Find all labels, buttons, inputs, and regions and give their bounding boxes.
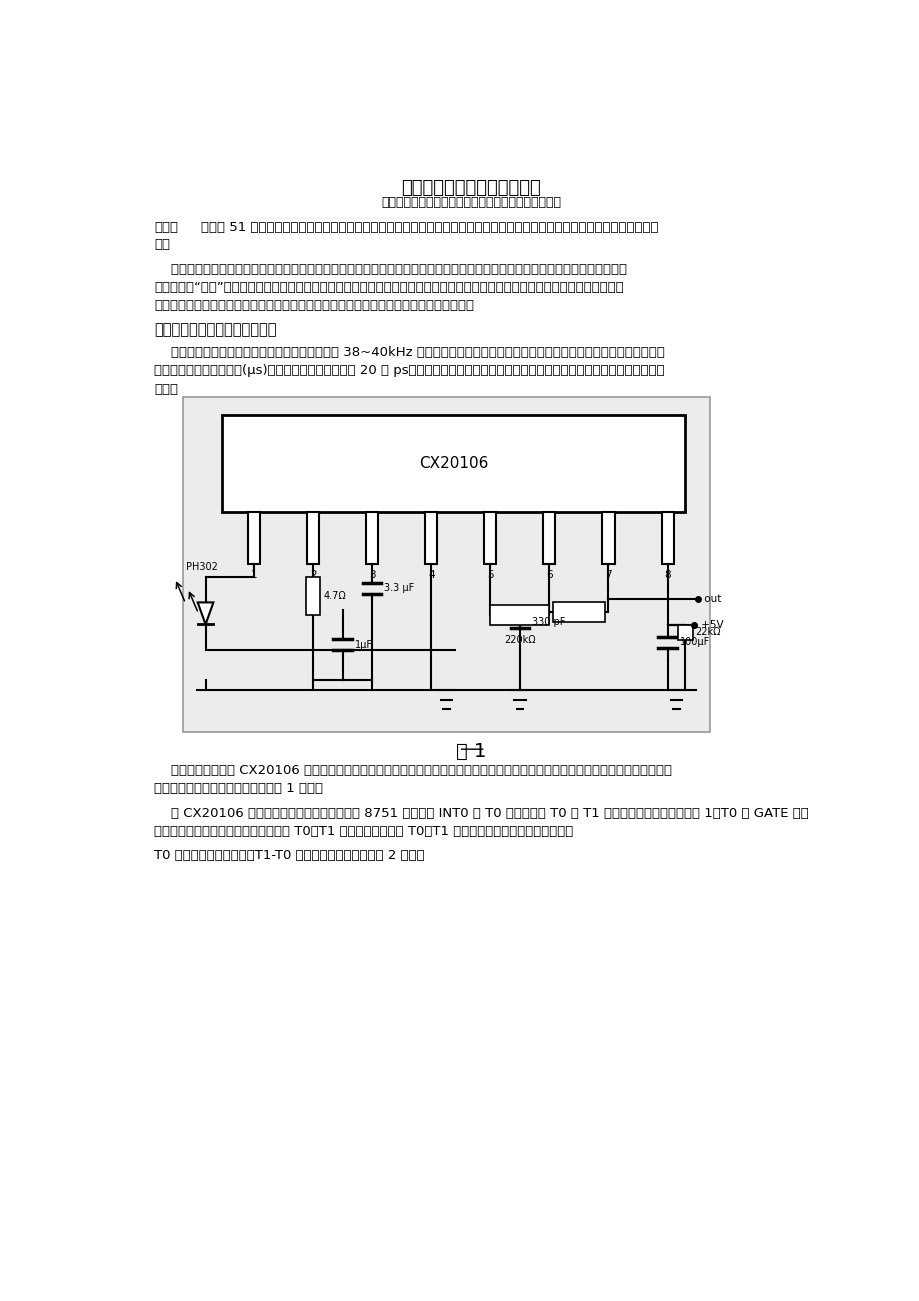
Text: 将 CX20106 解调出的遥控编码脉冲直接连入 8751 单片机的 INT0 和 T0 脚，定时器 T0 和 T1 都初始化为定时器工作方式 1，T0 的 G: 将 CX20106 解调出的遥控编码脉冲直接连入 8751 单片机的 INT0 …	[154, 807, 808, 820]
Polygon shape	[198, 602, 213, 624]
Text: 红外遥控接收芯片 CX20106 可以完成对遥控信号的前置放大、限幅放大、带通滤波、峰値检波和波形整形，只需加上简单的外围电路: 红外遥控接收芯片 CX20106 可以完成对遥控信号的前置放大、限幅放大、带通滤…	[154, 764, 672, 777]
Bar	[306, 576, 320, 615]
Text: +5V: +5V	[697, 621, 722, 630]
Text: 即可完成对已调波的解调，原理如图 1 所示。: 即可完成对已调波的解调，原理如图 1 所示。	[154, 782, 323, 795]
Text: out: out	[700, 593, 720, 604]
Text: 6: 6	[546, 570, 552, 580]
Bar	[366, 511, 378, 563]
Text: 1: 1	[251, 570, 257, 580]
Text: 摘要：: 摘要：	[154, 221, 178, 234]
Bar	[483, 511, 496, 563]
Text: T0 的値即为高电平脉宽，T1-T0 的値为低电平脉宽，如图 2 所示。: T0 的値即为高电平脉宽，T1-T0 的値为低电平脉宽，如图 2 所示。	[154, 850, 425, 863]
Text: 4.7Ω: 4.7Ω	[323, 591, 346, 601]
Text: 100μF: 100μF	[679, 637, 709, 648]
Text: CX20106: CX20106	[418, 455, 488, 471]
Text: 4: 4	[427, 570, 434, 580]
Text: 介绍用 51 系列单片机采集家用电器红外遥控器信号，并将其转发原理。文中给出红外接收芯片的外围电路和测量接收波形的程: 介绍用 51 系列单片机采集家用电器红外遥控器信号，并将其转发原理。文中给出红外…	[201, 221, 658, 234]
Bar	[248, 511, 260, 563]
Text: 5: 5	[486, 570, 494, 580]
Text: 8: 8	[664, 570, 670, 580]
Text: 1μF: 1μF	[355, 640, 372, 650]
Bar	[221, 415, 685, 511]
Text: 2: 2	[310, 570, 316, 580]
Bar	[661, 511, 673, 563]
Text: 图 1: 图 1	[456, 742, 486, 761]
Text: 3: 3	[369, 570, 375, 580]
Text: 3.3 μF: 3.3 μF	[384, 583, 414, 593]
Text: 7: 7	[605, 570, 611, 580]
Text: 220kΩ: 220kΩ	[504, 635, 535, 645]
Text: 不是真正的“万能”，而且不能对新上市的产品进行控制。本文介绍一种用单片机对红外遥控器信号接收和转发的方法，由于只关心发: 不是真正的“万能”，而且不能对新上市的产品进行控制。本文介绍一种用单片机对红外遥…	[154, 281, 623, 294]
Text: 射信号波形中的高低电平的宽度，不管其如何编码，因此可以用来实现自学习万能遥控器。: 射信号波形中的高低电平的宽度，不管其如何编码，因此可以用来实现自学习万能遥控器。	[154, 299, 473, 312]
Text: 单片机的指令周期是微秒(μs)级，而已调波的脉宽只有 20 多 ps，会产生很大的误差。因此先要对已调波进行解调，对解调后的波形进行: 单片机的指令周期是微秒(μs)级，而已调波的脉宽只有 20 多 ps，会产生很大…	[154, 364, 664, 377]
Text: 22kΩ: 22kΩ	[695, 627, 720, 637]
Bar	[677, 624, 692, 640]
Bar	[602, 511, 614, 563]
Bar	[490, 605, 549, 624]
Bar	[552, 602, 605, 622]
Text: 位。每次外部中断首先停止定时，记录 T0、T1 的计数値，然后将 T0、T1 的计数値清零，并重新启动定时。: 位。每次外部中断首先停止定时，记录 T0、T1 的计数値，然后将 T0、T1 的…	[154, 825, 573, 838]
Text: 作者：方宏陈星耀文章来源：单片机及嵌入式系统应用: 作者：方宏陈星耀文章来源：单片机及嵌入式系统应用	[381, 196, 561, 209]
Text: 一、红外信号的接收和波形测量: 一、红外信号的接收和波形测量	[154, 323, 277, 337]
Bar	[425, 511, 437, 563]
Bar	[543, 511, 555, 563]
FancyBboxPatch shape	[183, 397, 709, 732]
Text: 序。: 序。	[154, 238, 170, 251]
Text: 测量。: 测量。	[154, 382, 178, 396]
Text: 红外遥控器信号的接收和转发: 红外遥控器信号的接收和转发	[402, 180, 540, 198]
Text: PH302: PH302	[186, 562, 218, 572]
Text: 红外遥控在家电产品中有广泛应用，但各产生的遥控器不能相互兼容。目前市场上常见的万能遥控器只能对某几种产品进行控制，: 红外遥控在家电产品中有广泛应用，但各产生的遥控器不能相互兼容。目前市场上常见的万…	[154, 263, 627, 276]
Text: 330 pF: 330 pF	[531, 618, 565, 627]
Text: 所有红外遥控器的输出都是用编码后串行数据对 38~40kHz 的方波进行脉冲幅度调制而产生的。如果直接对已调波进行测量，由于: 所有红外遥控器的输出都是用编码后串行数据对 38~40kHz 的方波进行脉冲幅度…	[154, 346, 664, 359]
Bar	[307, 511, 319, 563]
